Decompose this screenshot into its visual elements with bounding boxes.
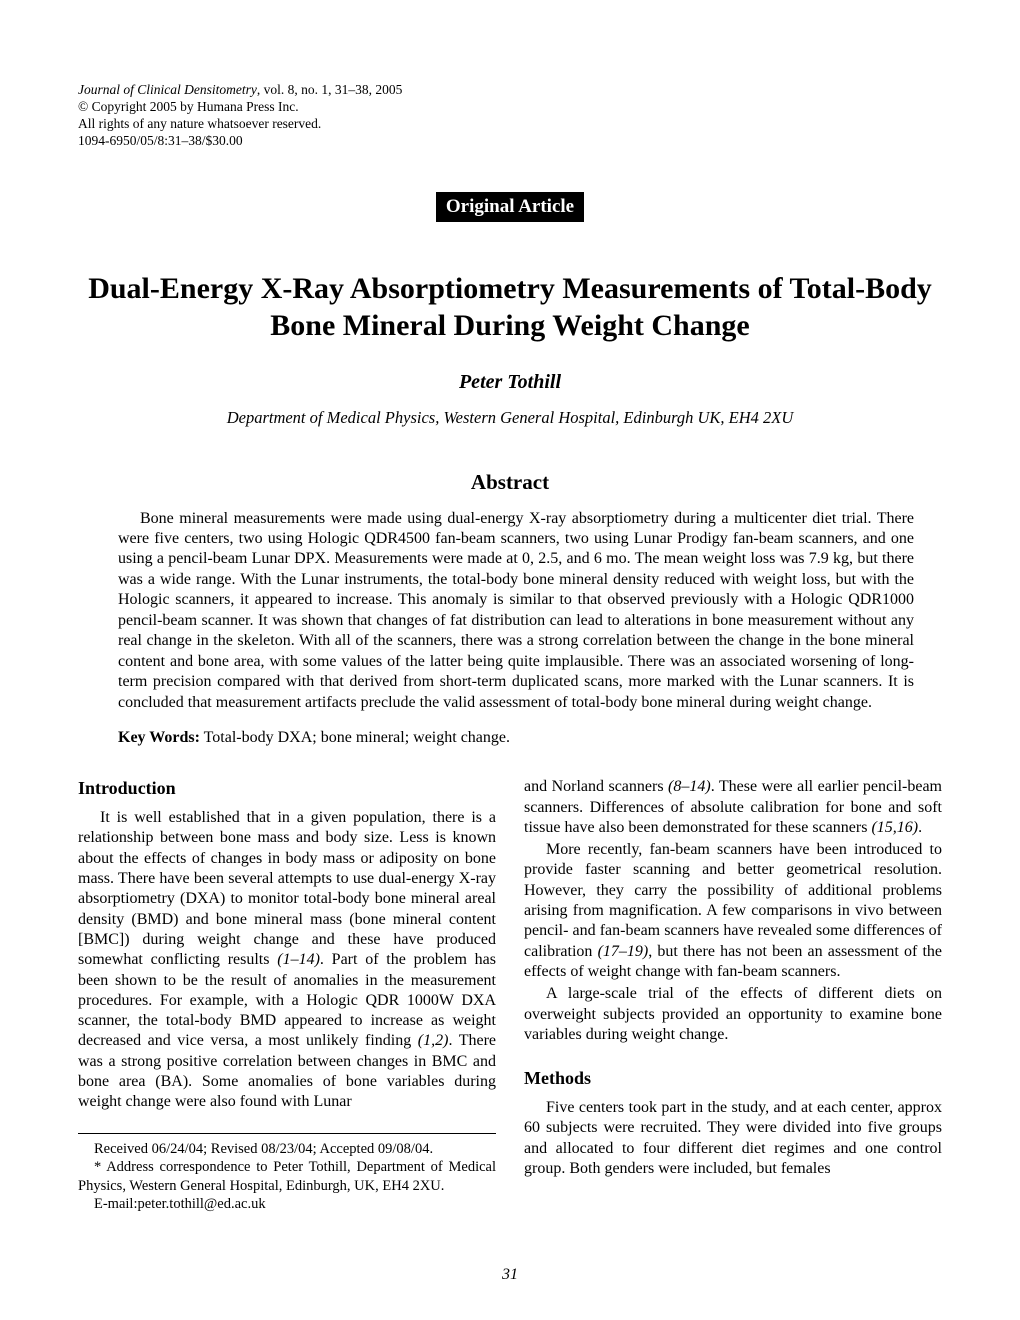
intro-p1-a: It is well established that in a given p…	[78, 809, 496, 968]
journal-copyright: © Copyright 2005 by Humana Press Inc.	[78, 99, 942, 116]
col2-paragraph-1: and Norland scanners (8–14). These were …	[524, 777, 942, 838]
journal-issn-price: 1094-6950/05/8:31–38/$30.00	[78, 133, 942, 150]
journal-rights: All rights of any nature whatsoever rese…	[78, 116, 942, 133]
journal-vol-issue: , vol. 8, no. 1, 31–38, 2005	[257, 82, 403, 97]
abstract-body: Bone mineral measurements were made usin…	[118, 509, 914, 714]
col2-p1-c: .	[918, 819, 922, 836]
article-type-badge: Original Article	[436, 192, 584, 222]
abstract-text: Bone mineral measurements were made usin…	[118, 509, 914, 714]
article-type-wrap: Original Article	[78, 192, 942, 222]
keywords-text: Total-body DXA; bone mineral; weight cha…	[200, 729, 510, 746]
intro-paragraph-1: It is well established that in a given p…	[78, 808, 496, 1113]
column-left: Introduction It is well established that…	[78, 777, 496, 1214]
title-line-2: Bone Mineral During Weight Change	[270, 309, 749, 342]
col2-p1-ref1: (8–14)	[668, 778, 711, 795]
col2-paragraph-2: More recently, fan-beam scanners have be…	[524, 840, 942, 982]
article-title: Dual-Energy X-Ray Absorptiometry Measure…	[78, 270, 942, 345]
author-name: Peter Tothill	[78, 371, 942, 394]
body-columns: Introduction It is well established that…	[78, 777, 942, 1214]
intro-p1-ref2: (1,2)	[418, 1032, 449, 1049]
journal-line-1: Journal of Clinical Densitometry, vol. 8…	[78, 82, 942, 99]
title-line-1: Dual-Energy X-Ray Absorptiometry Measure…	[88, 272, 932, 305]
col2-p1-ref2: (15,16)	[871, 819, 918, 836]
col2-paragraph-3: A large-scale trial of the effects of di…	[524, 984, 942, 1045]
col2-p2-ref1: (17–19)	[598, 943, 649, 960]
journal-name: Journal of Clinical Densitometry	[78, 82, 257, 97]
column-right: and Norland scanners (8–14). These were …	[524, 777, 942, 1214]
keywords-label: Key Words:	[118, 729, 200, 746]
footnote-received: Received 06/24/04; Revised 08/23/04; Acc…	[78, 1140, 496, 1159]
page-number: 31	[0, 1266, 1020, 1284]
col2-p1-a: and Norland scanners	[524, 778, 668, 795]
page: Journal of Clinical Densitometry, vol. 8…	[0, 0, 1020, 1320]
footnote-email: E-mail:peter.tothill@ed.ac.uk	[78, 1195, 496, 1214]
author-affiliation: Department of Medical Physics, Western G…	[78, 408, 942, 428]
methods-heading: Methods	[524, 1067, 942, 1090]
journal-info-block: Journal of Clinical Densitometry, vol. 8…	[78, 82, 942, 150]
intro-p1-ref1: (1–14)	[277, 951, 320, 968]
introduction-heading: Introduction	[78, 777, 496, 800]
methods-paragraph-1: Five centers took part in the study, and…	[524, 1098, 942, 1179]
abstract-heading: Abstract	[78, 470, 942, 495]
footnote-correspondence: * Address correspondence to Peter Tothil…	[78, 1158, 496, 1195]
keywords-line: Key Words: Total-body DXA; bone mineral;…	[118, 729, 914, 747]
footnotes: Received 06/24/04; Revised 08/23/04; Acc…	[78, 1140, 496, 1214]
footnote-rule	[78, 1133, 496, 1134]
